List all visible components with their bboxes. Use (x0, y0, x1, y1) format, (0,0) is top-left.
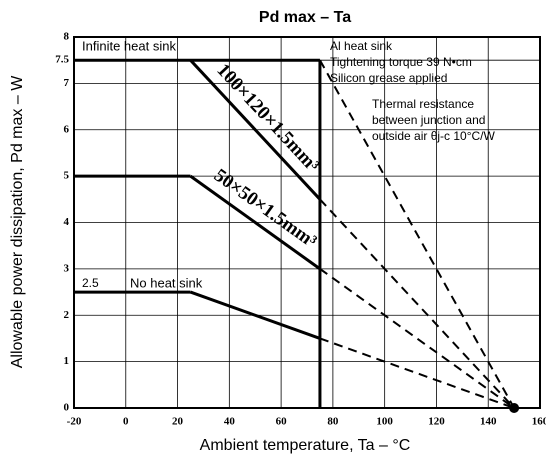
y-tick-label: 1 (64, 355, 70, 367)
x-tick-label: 60 (276, 416, 288, 428)
curve-segment (189, 59, 322, 201)
series-label: Infinite heat sink (82, 38, 176, 53)
x-tick-label: 120 (428, 416, 445, 428)
annotation: Thermal resistance (372, 97, 474, 111)
dashed-segment (319, 337, 515, 409)
annotation: between junction and (372, 113, 485, 127)
y-tick-label: 8 (64, 31, 70, 43)
y-tick-label: 5 (64, 170, 70, 182)
dashed-segment (319, 268, 515, 409)
series-label: No heat sink (130, 275, 203, 290)
annotation: outside air θj-c 10°C/W (372, 129, 496, 143)
x-tick-label: -20 (67, 416, 82, 428)
annotation: Tightening torque 39 N•cm (330, 55, 472, 69)
x-tick-label: 0 (123, 416, 129, 428)
curve-segment (189, 174, 321, 271)
y-tick-label: 3 (64, 262, 70, 274)
y-tick-label: 2 (64, 309, 70, 321)
annotation: Silicon grease applied (330, 71, 447, 85)
chart-title: Pd max – Ta (259, 9, 351, 26)
y-tick-label: 7 (64, 77, 70, 89)
x-tick-label: 40 (224, 416, 236, 428)
annotation: 2.5 (82, 276, 99, 290)
x-tick-label: 140 (480, 416, 497, 428)
x-tick-label: 100 (376, 416, 393, 428)
plot-frame (73, 36, 541, 409)
dashed-segment (319, 59, 515, 409)
y-tick-label: 7.5 (55, 54, 69, 66)
x-tick-label: 20 (172, 416, 184, 428)
y-tick-label: 0 (64, 402, 70, 414)
end-marker (509, 403, 520, 413)
curve-segment (189, 290, 321, 340)
y-axis-label: Allowable power dissipation, Pd max – W (9, 75, 26, 368)
x-tick-label: 160 (532, 416, 546, 428)
y-tick-label: 4 (64, 216, 70, 228)
series-label: 50×50×1.5mm³ (210, 165, 321, 253)
y-tick-label: 6 (64, 123, 70, 135)
annotation: Al heat sink (330, 39, 393, 53)
x-tick-label: 80 (327, 416, 339, 428)
x-axis-label: Ambient temperature, Ta – °C (200, 437, 411, 454)
dashed-segment (319, 198, 515, 409)
